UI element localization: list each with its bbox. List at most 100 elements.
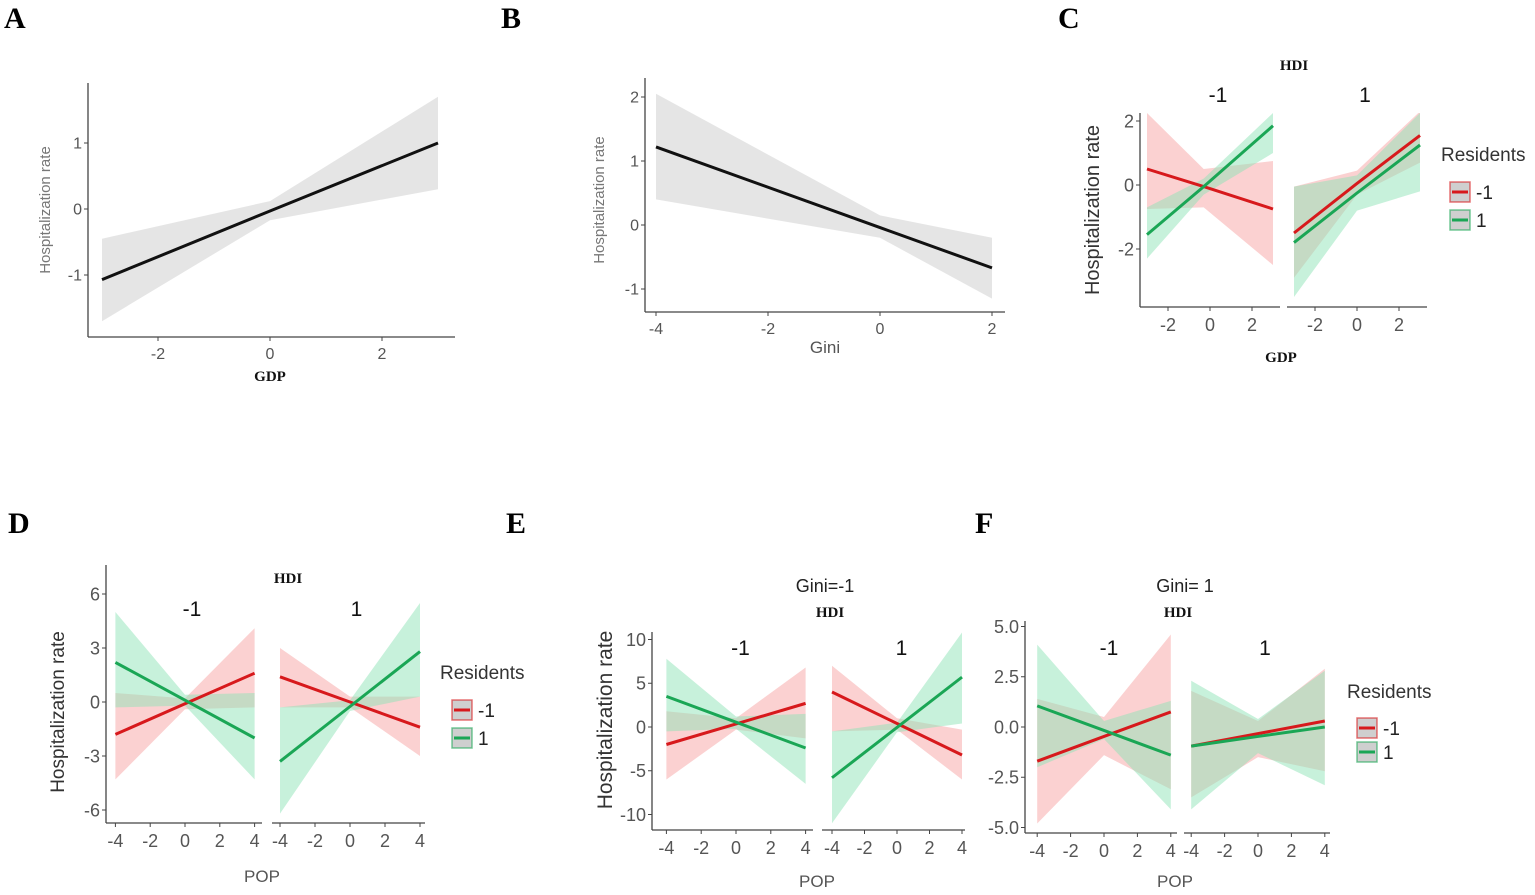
- x-tick-label: 0: [180, 831, 190, 851]
- x-tick-label: -4: [649, 321, 663, 338]
- panel-b: B -1 0 1 2 Hospitalization rate Gini -4 -2 0 2: [501, 2, 1005, 357]
- panel-a: A -1 0 1 Hospitalization rate GDP -2 0 2: [4, 2, 455, 385]
- panel-title: Gini= 1: [1156, 576, 1214, 596]
- x-tick-label: 0: [1253, 841, 1263, 861]
- x-axis-label: Gini: [810, 338, 840, 357]
- facet-label: -1: [183, 598, 202, 621]
- confidence-band-1: [1294, 113, 1420, 297]
- x-axis-label: POP: [799, 872, 835, 891]
- y-tick-label: 0: [90, 692, 100, 712]
- panel-letter: F: [975, 507, 993, 540]
- fit-line-1: [1036, 704, 1172, 757]
- x-tick-label: 4: [801, 838, 811, 858]
- y-axis-label: Hospitalization rate: [37, 146, 54, 274]
- fit-line-1: [1190, 725, 1326, 748]
- panel-letter: B: [501, 2, 521, 35]
- legend-entry-label: 1: [1383, 743, 1394, 764]
- x-tick-label: 2: [215, 831, 225, 851]
- facet-1: -4 -2 0 2 4 -1: [652, 637, 813, 858]
- facet-2: -4 -2 0 2 4 1: [1183, 637, 1330, 861]
- legend-entry-label: 1: [478, 729, 489, 750]
- y-tick-label: 10: [626, 630, 646, 650]
- x-tick-label: 2: [988, 321, 997, 338]
- x-tick-label: 2: [1132, 841, 1142, 861]
- legend-entry-label: 1: [1476, 211, 1487, 232]
- x-tick-label: 4: [1320, 841, 1330, 861]
- y-axis-label: Hospitalization rate: [594, 631, 617, 810]
- x-axis-label: POP: [244, 867, 280, 886]
- x-tick-label: 4: [957, 838, 967, 858]
- y-tick-label: -5.0: [988, 818, 1019, 838]
- panel-letter: A: [4, 2, 26, 35]
- facet-strip-title: HDI: [1280, 58, 1309, 74]
- facet-strip-title: HDI: [274, 571, 303, 587]
- y-tick-label: 5: [636, 674, 646, 694]
- y-tick-label: 1: [630, 154, 639, 171]
- facet-1: -4 -2 0 2 4 -1: [1025, 634, 1177, 861]
- confidence-band-1: [115, 612, 255, 780]
- fit-line--1: [831, 690, 963, 757]
- legend: Residents -1 1: [1441, 145, 1526, 232]
- facet-1: -2 0 2: [88, 96, 455, 363]
- fit-line-fit: [101, 141, 439, 282]
- facet-label: 1: [1259, 637, 1271, 660]
- fit-line--1: [114, 671, 256, 736]
- y-axis-label: Hospitalization rate: [591, 136, 608, 264]
- fit-line--1: [1036, 710, 1172, 763]
- y-tick-label: -1: [625, 282, 639, 299]
- y-tick-label: -5: [630, 761, 646, 781]
- x-tick-label: 0: [266, 346, 275, 363]
- facet-1: -4 -2 0 2: [645, 93, 1005, 338]
- panel-title: Gini=-1: [796, 576, 855, 596]
- x-axis-label: GDP: [254, 369, 286, 385]
- y-tick-label: -2: [1118, 239, 1134, 259]
- x-tick-label: 2: [1394, 315, 1404, 335]
- panel-f: F Gini= 1 HDI -5.0 -2.5 0.0 2.5 5.0 POP -4 -2 0 2 4 -1…: [975, 507, 1432, 891]
- y-axis-label: Hospitalization rate: [1082, 125, 1104, 295]
- y-tick-label: 0: [636, 717, 646, 737]
- legend-entry-label: -1: [478, 701, 495, 722]
- y-tick-label: -10: [620, 805, 646, 825]
- x-tick-label: -4: [107, 831, 123, 851]
- legend: Residents -1 1: [1347, 682, 1432, 764]
- y-tick-label: 5.0: [994, 617, 1019, 637]
- x-tick-label: 2: [380, 831, 390, 851]
- x-tick-label: -4: [1183, 841, 1199, 861]
- x-tick-label: 0: [731, 838, 741, 858]
- y-tick-label: 2: [630, 90, 639, 107]
- panel-letter: E: [506, 507, 526, 540]
- y-tick-label: 0.0: [994, 717, 1019, 737]
- facet-label: -1: [1100, 637, 1119, 660]
- facet-2: -4 -2 0 2 4 1: [272, 598, 425, 851]
- x-tick-label: -2: [1063, 841, 1079, 861]
- x-tick-label: 2: [766, 838, 776, 858]
- legend-entry-label: -1: [1476, 183, 1493, 204]
- x-axis-label: POP: [1157, 872, 1193, 891]
- x-tick-label: -2: [1217, 841, 1233, 861]
- y-tick-label: 0: [73, 202, 82, 219]
- x-tick-label: 4: [250, 831, 260, 851]
- facet-label: 1: [1359, 84, 1371, 107]
- y-tick-label: -6: [84, 800, 100, 820]
- confidence-band-1: [1037, 644, 1171, 810]
- panel-d: D HDI -6 -3 0 3 6 Hospitalization rate POP -4 -2 0 2…: [8, 507, 525, 886]
- x-tick-label: 4: [415, 831, 425, 851]
- legend: Residents -1 1: [440, 663, 525, 750]
- x-tick-label: -2: [307, 831, 323, 851]
- y-tick-label: -1: [68, 268, 82, 285]
- confidence-band-fit: [102, 96, 438, 322]
- facet-label: -1: [731, 637, 750, 660]
- facet-label: -1: [1209, 84, 1228, 107]
- panel-letter: C: [1058, 2, 1080, 35]
- y-tick-label: 0: [630, 218, 639, 235]
- x-tick-label: -2: [1160, 315, 1176, 335]
- x-tick-label: 0: [345, 831, 355, 851]
- x-tick-label: -4: [824, 838, 840, 858]
- x-tick-label: 0: [1352, 315, 1362, 335]
- y-tick-label: 2: [1124, 111, 1134, 131]
- legend-entry-label: -1: [1383, 719, 1400, 740]
- x-tick-label: 2: [378, 346, 387, 363]
- fit-line-1: [665, 694, 807, 750]
- x-tick-label: -2: [1307, 315, 1323, 335]
